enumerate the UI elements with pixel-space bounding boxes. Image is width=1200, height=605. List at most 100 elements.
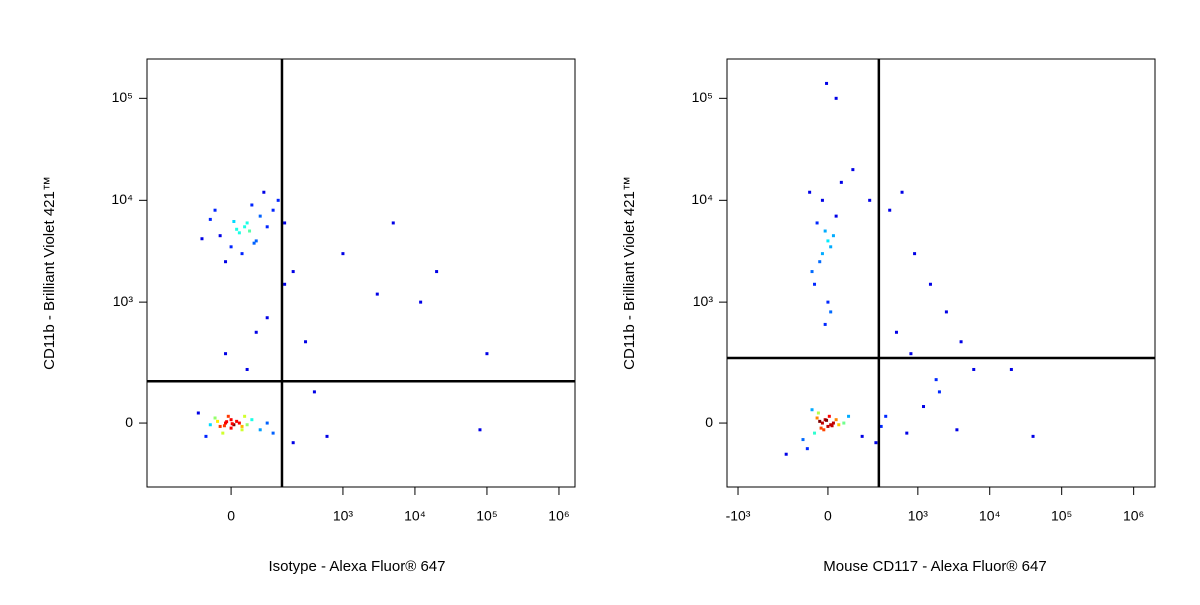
x-tick-label: 0	[227, 508, 235, 524]
event-dot	[808, 190, 812, 194]
event-dot	[200, 237, 204, 241]
y-tick-label: 10³	[113, 293, 134, 309]
event-dot	[237, 421, 241, 425]
event-dot	[240, 252, 244, 256]
x-tick-label: 10³	[333, 508, 354, 524]
event-dot	[391, 221, 395, 225]
event-dot	[913, 252, 917, 256]
event-dot	[839, 180, 843, 184]
event-dot	[235, 227, 239, 231]
event-dot	[831, 421, 835, 425]
event-dot	[245, 221, 249, 225]
y-axis-label: CD11b - Brilliant Violet 421™	[621, 176, 638, 370]
event-dot	[325, 434, 329, 438]
event-dot	[375, 292, 379, 296]
event-dot	[820, 421, 824, 425]
event-dot	[834, 418, 838, 422]
y-tick-label: 0	[125, 414, 133, 430]
event-dot	[250, 418, 254, 422]
event-dot	[235, 419, 239, 423]
event-dot	[218, 234, 222, 238]
event-dot	[276, 198, 280, 202]
event-dot	[834, 96, 838, 100]
event-dot	[254, 330, 258, 334]
x-axis-label: Mouse CD117 - Alexa Fluor® 647	[823, 558, 1046, 575]
x-tick-label: 10⁶	[548, 508, 569, 524]
event-dot	[226, 414, 230, 418]
event-dot	[813, 282, 817, 286]
event-dot	[816, 411, 820, 415]
event-dot	[258, 214, 262, 218]
event-dot	[258, 428, 262, 432]
event-dot	[262, 190, 266, 194]
y-tick-label: 10⁵	[112, 89, 133, 105]
event-dot	[972, 367, 976, 371]
event-dot	[213, 416, 217, 420]
event-dot	[204, 434, 208, 438]
event-dot	[944, 310, 948, 314]
event-dot	[304, 340, 308, 344]
event-dot	[245, 367, 249, 371]
event-dot	[216, 419, 220, 423]
event-dot	[831, 234, 835, 238]
event-dot	[229, 426, 233, 430]
x-tick-label: 10⁵	[476, 508, 497, 524]
plot-frame	[146, 58, 576, 488]
event-dot	[829, 310, 833, 314]
event-dot	[341, 252, 345, 256]
event-dot	[218, 424, 222, 428]
event-dot	[874, 441, 878, 445]
event-dot	[820, 252, 824, 256]
event-dot	[818, 419, 822, 423]
event-dot	[224, 260, 228, 264]
event-dot	[248, 229, 252, 233]
event-dot	[237, 231, 241, 235]
event-dot	[265, 225, 269, 229]
event-dot	[243, 225, 247, 229]
event-dot	[805, 447, 809, 451]
event-dot	[229, 418, 233, 422]
event-dot	[825, 81, 829, 85]
event-dot	[232, 423, 236, 427]
event-dot	[250, 203, 254, 207]
event-dot	[222, 424, 226, 428]
event-dot	[243, 414, 247, 418]
event-dot	[485, 352, 489, 356]
event-dot	[815, 221, 819, 225]
x-tick-label: 10⁵	[1051, 508, 1072, 524]
event-dot	[905, 431, 909, 435]
event-dot	[208, 423, 212, 427]
event-dot	[784, 452, 788, 456]
event-dot	[229, 245, 233, 249]
event-dot	[837, 423, 841, 427]
event-dot	[825, 418, 829, 422]
event-dot	[879, 424, 883, 428]
event-dot	[826, 424, 830, 428]
event-dot	[232, 219, 236, 223]
event-dot	[851, 168, 855, 172]
event-dot	[826, 239, 830, 243]
event-dot	[884, 414, 888, 418]
x-tick-label: 10³	[908, 508, 929, 524]
event-dot	[240, 424, 244, 428]
x-tick-label: 10⁶	[1123, 508, 1144, 524]
x-axis-label: Isotype - Alexa Fluor® 647	[269, 558, 446, 575]
event-dot	[435, 270, 439, 274]
event-dot	[810, 408, 814, 412]
event-dot	[818, 260, 822, 264]
event-dot	[820, 198, 824, 202]
event-dot	[801, 438, 805, 442]
x-tick-label: 10⁴	[404, 508, 426, 524]
event-dot	[245, 423, 249, 427]
y-tick-label: 10³	[693, 293, 714, 309]
event-dot	[834, 214, 838, 218]
event-dot	[928, 282, 932, 286]
event-dot	[1009, 367, 1013, 371]
event-dot	[847, 414, 851, 418]
event-dot	[271, 431, 275, 435]
event-dot	[827, 414, 831, 418]
event-dot	[922, 405, 926, 409]
event-dot	[478, 428, 482, 432]
event-dot	[312, 390, 316, 394]
